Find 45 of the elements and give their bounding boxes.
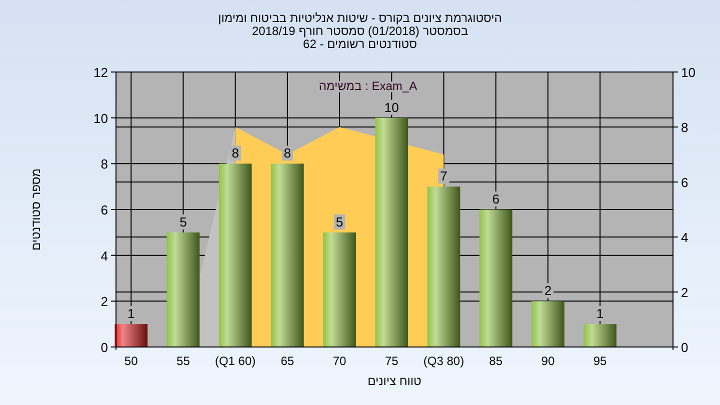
x-tick-label: 85 xyxy=(489,354,503,368)
data-label: 2 xyxy=(544,283,552,298)
y-tick-label: 8 xyxy=(100,156,108,172)
y-tick-label: 4 xyxy=(100,248,108,264)
x-tick-label: 50 xyxy=(124,354,138,368)
data-label: 7 xyxy=(440,168,448,184)
data-label: 8 xyxy=(232,146,239,161)
y-tick-label: 10 xyxy=(94,110,108,126)
y2-tick-label: 10 xyxy=(681,65,696,80)
x-tick-label: (Q1 60) xyxy=(214,354,256,368)
y2-tick-label: 0 xyxy=(681,340,688,355)
data-label: 5 xyxy=(336,214,344,230)
bar xyxy=(323,232,356,347)
y2-tick-label: 2 xyxy=(681,285,688,300)
bar xyxy=(584,324,616,347)
data-label: 8 xyxy=(284,146,292,161)
x-tick-label: 55 xyxy=(176,354,190,368)
y-axis-title: מספר סטודנטים xyxy=(29,168,43,251)
x-tick-label: 90 xyxy=(541,354,555,368)
x-tick-label: 75 xyxy=(384,354,399,368)
bar xyxy=(271,164,304,347)
y-tick-label: 12 xyxy=(94,65,108,80)
y2-tick-label: 8 xyxy=(681,120,688,135)
bar xyxy=(375,118,408,347)
y2-tick-label: 6 xyxy=(681,175,688,190)
bar xyxy=(427,186,460,347)
bar xyxy=(479,210,512,347)
x-axis-title: טווח ציונים xyxy=(368,374,422,388)
x-tick-label: (Q3 80) xyxy=(423,354,464,368)
bar xyxy=(532,301,564,347)
data-label: 5 xyxy=(180,214,187,230)
x-tick-label: 65 xyxy=(280,354,294,368)
y-tick-label: 0 xyxy=(100,340,108,355)
data-label: 6 xyxy=(492,192,500,206)
x-tick-label: 70 xyxy=(332,354,347,368)
y-tick-label: 6 xyxy=(100,202,108,218)
y-tick-label: 2 xyxy=(100,294,108,310)
chart-subtitle: בסמסטר (01/2018) סמסטר חורף 2018/19 סטודנטים רשומים - 62 xyxy=(252,24,468,51)
x-tick-label: 95 xyxy=(593,354,608,368)
y2-tick-label: 4 xyxy=(681,230,688,245)
data-label: 10 xyxy=(384,100,399,115)
data-label: 1 xyxy=(127,306,135,322)
data-label: 1 xyxy=(596,306,604,322)
chart-title: היסטוגרמת ציונים בקורס - שיטות אנליטיות בביטוח ומימון xyxy=(218,11,502,25)
bar xyxy=(114,324,148,347)
